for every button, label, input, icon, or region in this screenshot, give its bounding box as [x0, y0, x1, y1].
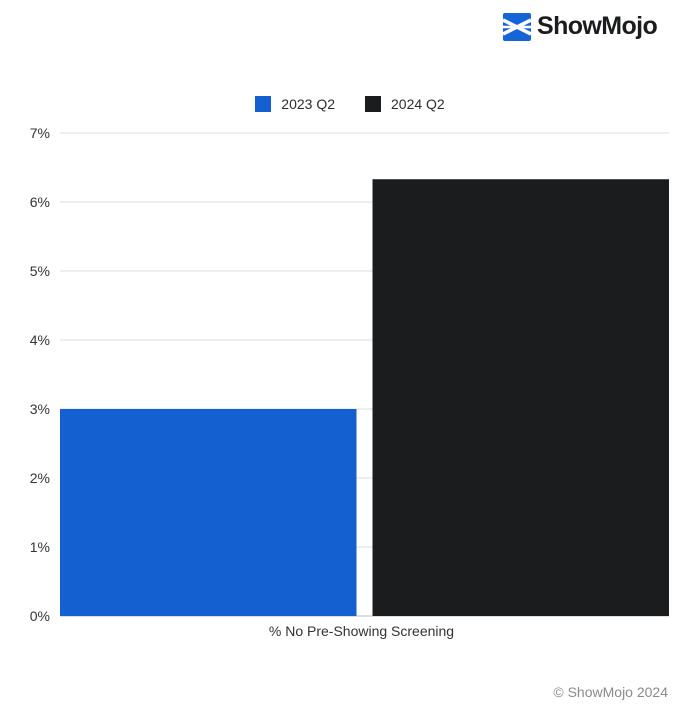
y-tick-label-3: 3%: [30, 401, 50, 417]
legend-swatch-2023: [255, 96, 272, 112]
bar-2023-q2: [60, 409, 357, 616]
legend-item-2023: 2023 Q2: [255, 96, 335, 112]
bar-2024-q2: [372, 179, 669, 617]
y-tick-label-5: 5%: [30, 263, 50, 279]
y-tick-label-7: 7%: [30, 125, 50, 141]
legend-label-2024: 2024 Q2: [391, 96, 445, 112]
copyright-footer: © ShowMojo 2024: [553, 684, 668, 700]
y-tick-label-4: 4%: [30, 332, 50, 348]
x-category-label: % No Pre-Showing Screening: [269, 623, 454, 639]
legend-item-2024: 2024 Q2: [365, 96, 445, 112]
legend-swatch-2024: [365, 96, 381, 112]
showmojo-logo-icon: [503, 12, 531, 41]
y-tick-label-0: 0%: [30, 608, 50, 624]
y-tick-label-1: 1%: [30, 539, 50, 555]
legend-label-2023: 2023 Q2: [281, 96, 335, 112]
y-tick-label-6: 6%: [30, 194, 50, 210]
y-tick-label-2: 2%: [30, 470, 50, 486]
brand-logo: ShowMojo: [503, 12, 658, 41]
chart-legend: 2023 Q2 2024 Q2: [0, 96, 700, 112]
brand-name: ShowMojo: [537, 12, 658, 40]
